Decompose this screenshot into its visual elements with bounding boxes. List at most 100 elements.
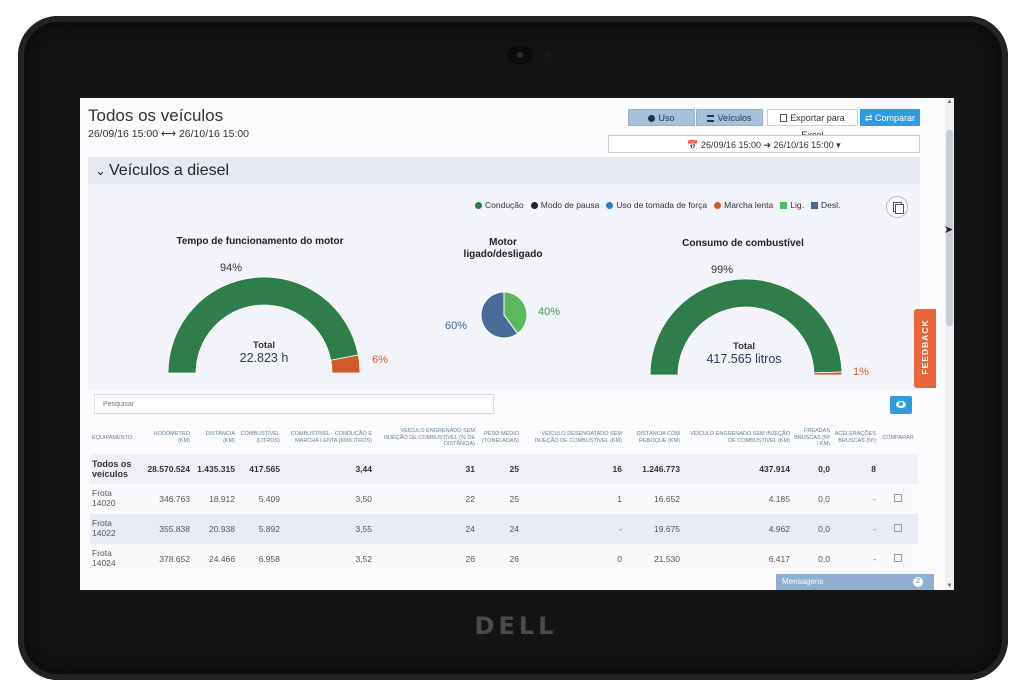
legend-label: Modo de pausa: [540, 200, 600, 210]
column-header[interactable]: Acelerações bruscas (nº): [834, 431, 876, 444]
legend-swatch: [530, 202, 538, 209]
compare-checkbox[interactable]: [894, 553, 902, 562]
table-cell: 0,0: [792, 454, 832, 484]
column-header[interactable]: Veículo desengatado sem injeção de combu…: [534, 431, 622, 444]
table-cell: 16: [521, 454, 624, 484]
gauge1-minor-pct: 6%: [372, 354, 388, 366]
copy-icon[interactable]: [886, 196, 908, 218]
export-excel-button[interactable]: Exportar para Excel: [767, 109, 858, 140]
pie-slice-lig[interactable]: [503, 291, 528, 335]
equipment-name-line1: Frota: [92, 548, 112, 559]
feedback-label: FEEDBACK: [920, 319, 930, 375]
table-cell: 31: [374, 454, 477, 484]
veiculos-button[interactable]: Veículos: [696, 109, 763, 126]
eye-icon[interactable]: [890, 396, 912, 414]
date-range-picker[interactable]: 📅 26/09/16 15:00 ➜ 26/10/16 15:00 ▾: [608, 135, 920, 153]
feedback-tab[interactable]: FEEDBACK: [914, 309, 936, 388]
table-row[interactable]: Todos os veículos 28.570.524 1.435.315 417.5…: [90, 454, 918, 484]
gauge-segment-marcha-lenta[interactable]: [813, 371, 843, 376]
vertical-scrollbar[interactable]: [945, 98, 954, 590]
pie-title-line2: ligado/desligado: [463, 249, 543, 260]
table-cell: 1.435.315: [192, 454, 237, 484]
table-cell: 3,44: [282, 454, 374, 484]
column-header[interactable]: Veículo engrenado sem injeção de combust…: [383, 427, 475, 448]
legend-item[interactable]: Marcha lenta: [714, 200, 773, 210]
table-cell: 25: [477, 484, 521, 514]
engine-on-off-pie: [480, 291, 528, 339]
table-cell: 19.675: [624, 514, 682, 544]
table-cell: 18.912: [192, 484, 237, 514]
column-header[interactable]: Combustível (litros): [240, 431, 280, 444]
gauge-segment-conducao[interactable]: [167, 276, 359, 374]
legend-swatch: [714, 202, 722, 209]
legend-item[interactable]: Condução: [475, 200, 524, 210]
column-header[interactable]: Equipamento: [92, 434, 133, 441]
compare-cell: [878, 484, 918, 514]
gauge2-main-pct: 99%: [711, 264, 734, 276]
legend-item[interactable]: Uso de tomada de força: [606, 200, 707, 210]
table-cell: 0,0: [792, 484, 832, 514]
table-cell: 25: [477, 454, 521, 484]
gauge1-total-value: 22.823 h: [239, 351, 289, 365]
messages-bar[interactable]: Mensagens 2: [776, 574, 934, 590]
mouse-cursor-icon: ➤: [944, 224, 954, 236]
compare-checkbox[interactable]: [894, 523, 902, 532]
table-row[interactable]: Frota 14024 378.652 24.466 6.958 3,52 26 26 0 21.…: [90, 544, 918, 574]
scrollbar-thumb[interactable]: [946, 130, 953, 326]
table-cell: 6.417: [682, 544, 792, 574]
dell-logo: DELL: [474, 612, 558, 640]
legend-item[interactable]: Desl.: [810, 200, 841, 210]
column-header[interactable]: Freadas bruscas (nº / km): [794, 427, 830, 448]
legend-swatch: [810, 202, 818, 209]
column-header[interactable]: Comparar: [882, 434, 914, 441]
column-header[interactable]: Peso médio (toneladas): [482, 431, 519, 444]
table-cell: 4.185: [682, 484, 792, 514]
compare-checkbox[interactable]: [894, 493, 902, 502]
compare-button[interactable]: ⇄ Comparar: [860, 109, 920, 126]
table-cell: 346.763: [142, 484, 192, 514]
table-header-row: Equipamento Hodômetro (km) Distância (km) C…: [90, 422, 918, 454]
pie-on-pct: 40%: [538, 306, 561, 318]
table-cell: 16.652: [624, 484, 682, 514]
column-header[interactable]: Hodômetro (km): [153, 431, 190, 444]
table-row[interactable]: Frota 14020 346.763 18.912 5.409 3,50 22 25 1 16.…: [90, 484, 918, 514]
legend-label: Uso de tomada de força: [616, 200, 708, 210]
table-cell: 0,0: [792, 514, 832, 544]
pie-slice-desl[interactable]: [480, 291, 519, 339]
legend-item[interactable]: Modo de pausa: [530, 200, 600, 210]
scroll-down-icon[interactable]: ▼: [946, 583, 953, 589]
section-header[interactable]: ⌄ Veículos a diesel: [88, 157, 920, 184]
equipment-name-line1: Frota: [92, 488, 112, 499]
compare-cell: [878, 454, 918, 484]
legend-label: Desl.: [820, 200, 841, 210]
table-cell: 437.914: [682, 454, 792, 484]
column-header[interactable]: Distância (km): [205, 431, 235, 444]
column-header[interactable]: Combustível - condução e marcha lenta (k…: [290, 431, 372, 444]
table-row[interactable]: Frota 14022 355.838 20.938 5.892 3,55 24 24-19.…: [90, 514, 918, 544]
uso-button[interactable]: Uso: [628, 109, 695, 126]
table-cell: 6.958: [237, 544, 282, 574]
table-cell: 3,55: [282, 514, 374, 544]
legend-label: Lig.: [790, 200, 804, 210]
equipment-name-line2: veículos: [92, 469, 129, 479]
column-header[interactable]: Veículo engrenado sem injeção de combust…: [690, 431, 790, 444]
column-header[interactable]: Distância com reboque (km): [636, 431, 680, 444]
table-cell: 5.409: [237, 484, 282, 514]
equipment-cell: Todos os veículos: [90, 454, 142, 484]
gauge-segment-conducao[interactable]: [649, 278, 843, 376]
table-cell: 8: [832, 454, 878, 484]
scroll-up-icon[interactable]: ▲: [946, 99, 953, 105]
page-date-range: 26/09/16 15:00 ⟷ 26/10/16 15:00: [88, 128, 250, 140]
search-input[interactable]: [94, 394, 494, 414]
table-cell: 0,0: [792, 544, 832, 574]
section-title: Veículos a diesel: [109, 162, 230, 179]
gauge1-main-pct: 94%: [220, 262, 243, 274]
legend-item[interactable]: Lig.: [780, 200, 804, 210]
table-cell: 417.565: [237, 454, 282, 484]
table-cell: 24.466: [192, 544, 237, 574]
table-cell: 24: [374, 514, 477, 544]
messages-label: Mensagens: [782, 577, 824, 586]
compare-cell: [878, 544, 918, 574]
gauge-segment-marcha-lenta[interactable]: [330, 354, 361, 374]
chevron-down-icon[interactable]: ⌄: [95, 163, 106, 178]
